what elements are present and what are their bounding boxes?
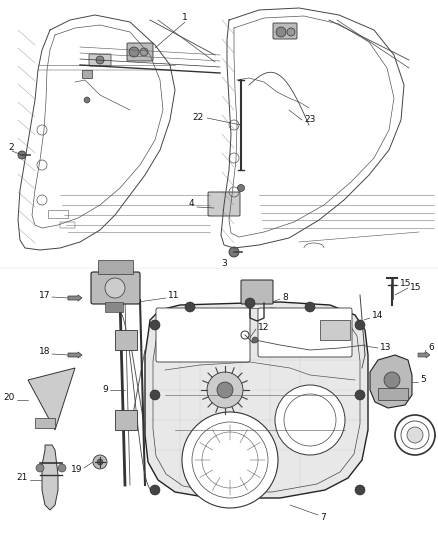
Circle shape bbox=[150, 485, 160, 495]
Text: 20: 20 bbox=[4, 393, 15, 402]
Text: 22: 22 bbox=[193, 114, 204, 123]
Bar bbox=[320, 320, 350, 340]
FancyBboxPatch shape bbox=[241, 280, 273, 304]
Text: 3: 3 bbox=[221, 259, 227, 268]
Text: 19: 19 bbox=[71, 465, 82, 474]
Circle shape bbox=[245, 298, 255, 308]
Text: 12: 12 bbox=[258, 322, 269, 332]
Circle shape bbox=[150, 390, 160, 400]
Polygon shape bbox=[370, 355, 412, 408]
FancyArrow shape bbox=[418, 352, 430, 358]
Bar bbox=[378, 388, 408, 400]
FancyArrow shape bbox=[68, 295, 82, 301]
Circle shape bbox=[355, 390, 365, 400]
Circle shape bbox=[207, 372, 243, 408]
Bar bbox=[105, 302, 123, 312]
FancyBboxPatch shape bbox=[91, 272, 140, 304]
Circle shape bbox=[58, 464, 66, 472]
Circle shape bbox=[182, 412, 278, 508]
Text: 18: 18 bbox=[39, 348, 50, 357]
Text: 14: 14 bbox=[372, 311, 383, 320]
Bar bbox=[48, 210, 68, 218]
Text: 23: 23 bbox=[304, 116, 315, 125]
Text: 6: 6 bbox=[428, 343, 434, 352]
Circle shape bbox=[93, 455, 107, 469]
Circle shape bbox=[287, 28, 295, 36]
Circle shape bbox=[36, 464, 44, 472]
Text: 11: 11 bbox=[168, 292, 180, 301]
Circle shape bbox=[407, 427, 423, 443]
Circle shape bbox=[355, 485, 365, 495]
Text: 9: 9 bbox=[102, 385, 108, 394]
Circle shape bbox=[96, 56, 104, 64]
Bar bbox=[35, 418, 55, 428]
Circle shape bbox=[140, 48, 148, 56]
Circle shape bbox=[252, 337, 258, 343]
Circle shape bbox=[229, 247, 239, 257]
Circle shape bbox=[185, 302, 195, 312]
Bar bbox=[115, 410, 137, 430]
Circle shape bbox=[384, 372, 400, 388]
Circle shape bbox=[97, 459, 103, 465]
Circle shape bbox=[237, 184, 244, 191]
FancyBboxPatch shape bbox=[89, 54, 111, 66]
Text: 2: 2 bbox=[8, 143, 14, 152]
Polygon shape bbox=[28, 368, 75, 430]
Circle shape bbox=[150, 320, 160, 330]
Circle shape bbox=[355, 320, 365, 330]
Circle shape bbox=[305, 302, 315, 312]
Text: 13: 13 bbox=[380, 343, 392, 352]
Text: 15: 15 bbox=[410, 284, 421, 293]
Circle shape bbox=[105, 278, 125, 298]
FancyBboxPatch shape bbox=[258, 308, 352, 357]
FancyBboxPatch shape bbox=[156, 308, 250, 362]
Circle shape bbox=[217, 382, 233, 398]
Polygon shape bbox=[42, 445, 58, 510]
Circle shape bbox=[84, 97, 90, 103]
Bar bbox=[115, 330, 137, 350]
Circle shape bbox=[18, 151, 26, 159]
Bar bbox=[60, 222, 75, 228]
Text: 21: 21 bbox=[17, 473, 28, 482]
Circle shape bbox=[129, 47, 139, 57]
Text: 8: 8 bbox=[282, 293, 288, 302]
Text: 15: 15 bbox=[400, 279, 411, 287]
Text: 1: 1 bbox=[182, 13, 188, 22]
FancyArrow shape bbox=[68, 352, 82, 358]
Polygon shape bbox=[145, 302, 368, 498]
Circle shape bbox=[276, 27, 286, 37]
FancyBboxPatch shape bbox=[273, 23, 297, 39]
FancyBboxPatch shape bbox=[127, 43, 153, 61]
Circle shape bbox=[275, 385, 345, 455]
Bar bbox=[98, 260, 133, 274]
Text: 7: 7 bbox=[320, 513, 326, 522]
Text: 4: 4 bbox=[188, 199, 194, 208]
Text: 5: 5 bbox=[420, 376, 426, 384]
Text: 17: 17 bbox=[39, 290, 50, 300]
Bar bbox=[82, 70, 92, 78]
FancyBboxPatch shape bbox=[208, 192, 240, 216]
